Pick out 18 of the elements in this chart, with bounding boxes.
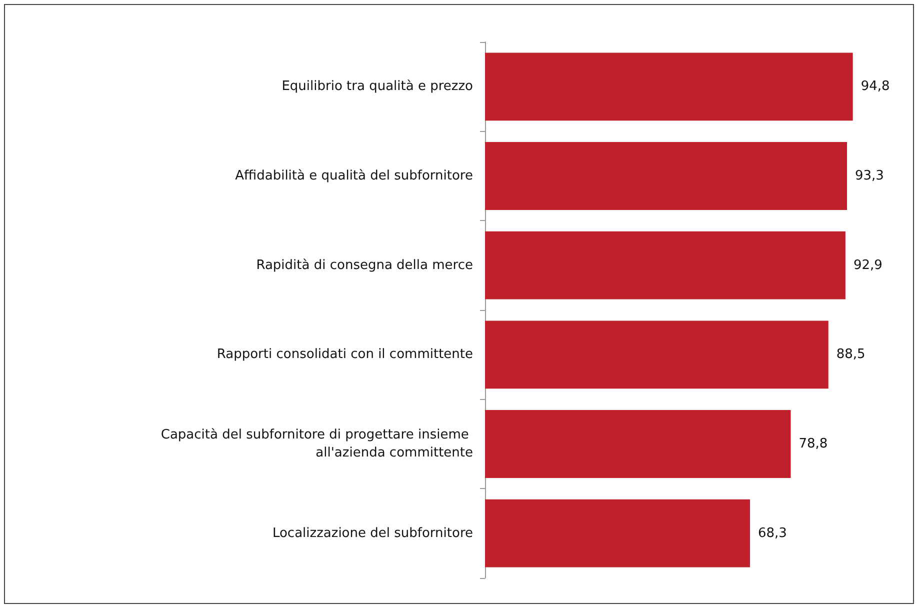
bar <box>485 142 848 210</box>
bar <box>485 410 791 478</box>
y-tick-label: Affidabilità e qualità del subfornitore <box>235 168 473 184</box>
data-label: 68,3 <box>758 526 787 541</box>
data-label: 78,8 <box>798 436 828 452</box>
y-tick-label: Rapporti consolidati con il committente <box>216 347 473 362</box>
y-tick-label: Localizzazione del subfornitore <box>272 526 473 541</box>
bar <box>485 231 846 300</box>
data-label: 94,8 <box>860 79 890 94</box>
data-label: 93,3 <box>855 168 884 184</box>
bar <box>485 52 853 121</box>
y-tick-label: Capacità del subfornitore di progettare insieme all'azienda committente <box>160 428 473 460</box>
data-label: 92,9 <box>853 258 882 273</box>
bar <box>485 499 750 568</box>
bar <box>485 320 828 389</box>
y-tick-label: Equilibrio tra qualità e prezzo <box>282 79 474 94</box>
data-label: 88,5 <box>836 347 866 362</box>
y-tick-label: Rapidità di consegna della merce <box>256 258 473 273</box>
